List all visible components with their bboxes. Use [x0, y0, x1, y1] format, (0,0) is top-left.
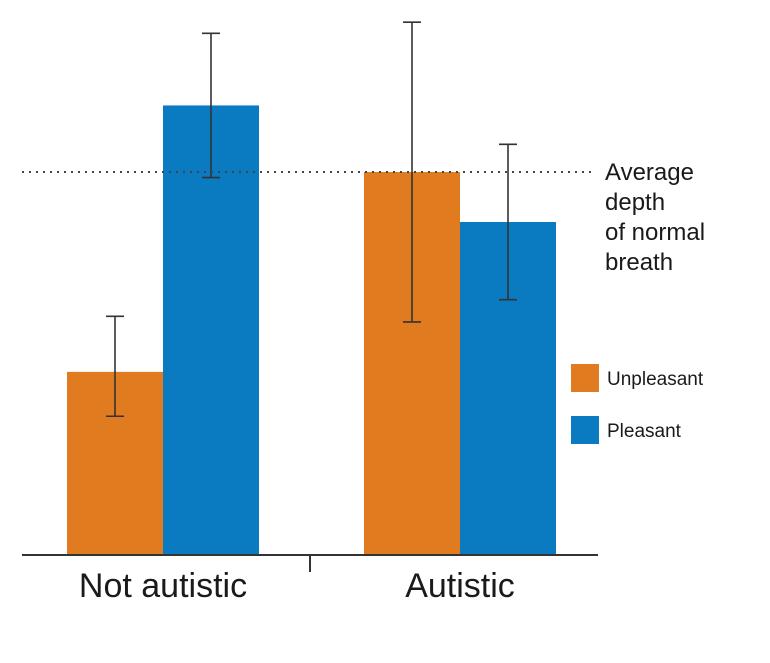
reference-label-line: breath	[605, 249, 673, 276]
error-bar-unpleasant-autistic	[403, 21, 421, 323]
legend-swatch-pleasant	[571, 416, 599, 444]
legend: Unpleasant Pleasant	[571, 364, 704, 444]
x-tick-label: Not autistic	[79, 567, 247, 605]
x-tick-label: Autistic	[405, 567, 515, 605]
reference-line-label: Average depth of normal breath	[605, 159, 705, 276]
reference-label-line: of normal	[605, 219, 705, 246]
reference-label-line: depth	[605, 189, 665, 216]
error-bar-pleasant-autistic	[499, 143, 517, 301]
legend-swatch-unpleasant	[571, 364, 599, 392]
x-tick-labels: Not autistic Autistic	[79, 567, 515, 605]
legend-label-unpleasant: Unpleasant	[607, 369, 704, 390]
reference-label-line: Average	[605, 159, 694, 186]
error-bars-layer	[106, 21, 517, 418]
bar-pleasant-not-autistic	[163, 105, 259, 555]
error-bar-unpleasant-not-autistic	[106, 315, 124, 418]
bars-layer	[67, 105, 556, 556]
error-bar-pleasant-not-autistic	[202, 32, 220, 179]
legend-label-pleasant: Pleasant	[607, 421, 682, 442]
